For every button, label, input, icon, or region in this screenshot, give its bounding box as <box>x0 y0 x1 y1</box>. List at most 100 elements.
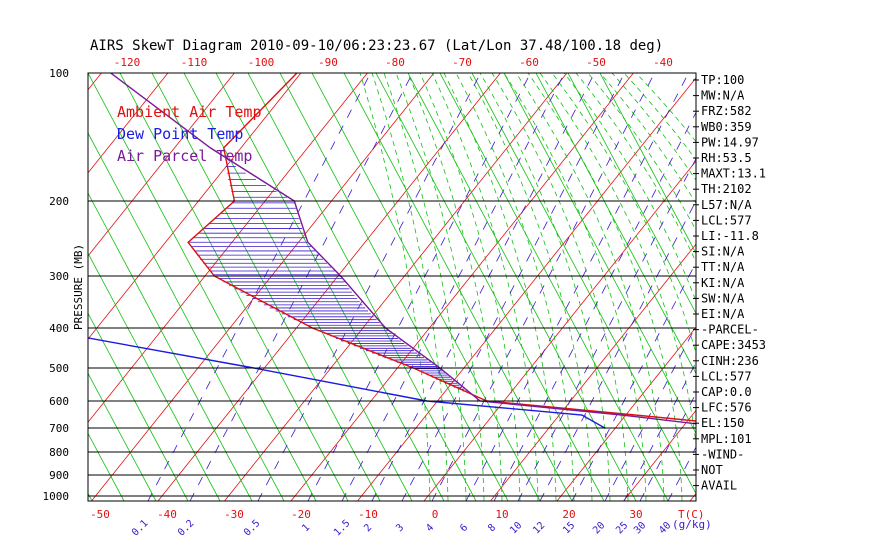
isotherm-line <box>91 73 435 501</box>
mixing-ratio-label: 0.1 <box>130 518 151 539</box>
moist-adiabat-line <box>467 73 593 501</box>
moist-adiabat-line <box>359 73 431 501</box>
index-label: L57:N/A <box>701 198 752 212</box>
isotherm-line <box>88 73 102 91</box>
index-label: TH:2102 <box>701 182 752 196</box>
mixing-ratio-label: 3 <box>394 522 406 534</box>
isotherm-line <box>224 73 568 501</box>
index-label: MW:N/A <box>701 89 745 103</box>
profile-curves <box>88 73 696 429</box>
mixing-ratio-line <box>539 200 696 501</box>
index-label: TP:100 <box>701 73 744 87</box>
mixing-ratio-label: 25 <box>614 520 630 536</box>
pressure-tick-label: 100 <box>49 67 69 80</box>
mixing-ratio-line <box>189 73 413 501</box>
mixing-ratio-label: 8 <box>486 522 498 534</box>
dry-adiabat-line <box>343 73 573 501</box>
moist-adiabat-line <box>503 73 647 501</box>
top-temp-tick-label: -90 <box>318 56 338 69</box>
ambient-temp-curve <box>187 73 696 422</box>
mixing-ratio-line <box>147 73 371 501</box>
mixing-ratio-label: 1.5 <box>332 518 353 539</box>
top-temp-tick-label: -110 <box>181 56 208 69</box>
legend-air-parcel-temp: Air Parcel Temp <box>117 147 252 165</box>
mixing-ratio-line <box>571 261 696 501</box>
bottom-temp-tick-label: -20 <box>291 508 311 521</box>
moist-adiabat-line <box>563 73 696 303</box>
dry-adiabat-line <box>88 73 317 501</box>
isotherm-line <box>0 73 35 501</box>
moist-adiabat-line <box>431 73 539 501</box>
mixing-ratio-label: 12 <box>531 520 547 536</box>
isotherm-line <box>88 73 302 340</box>
dry-adiabat-line <box>535 73 696 375</box>
dry-adiabat-line <box>0 13 28 501</box>
index-label: -WIND- <box>701 447 744 461</box>
isotherm-line <box>88 73 169 174</box>
top-temp-tick-label: -60 <box>519 56 539 69</box>
index-label: -PARCEL- <box>701 323 759 337</box>
mixing-ratio-label: 15 <box>561 520 577 536</box>
dry-adiabat-line <box>279 73 509 501</box>
mixing-ratio-line <box>623 361 696 501</box>
mixing-ratio-line <box>639 392 696 501</box>
index-label: LFC:576 <box>701 401 752 415</box>
moist-adiabat-line <box>635 73 696 143</box>
bottom-temp-tick-label: 10 <box>495 508 508 521</box>
bottom-temp-tick-label: -10 <box>358 508 378 521</box>
index-label: LI:-11.8 <box>701 229 759 243</box>
index-label: CAP:0.0 <box>701 385 752 399</box>
index-label: FRZ:582 <box>701 104 752 118</box>
bottom-temp-tick-label: -30 <box>224 508 244 521</box>
top-temp-tick-label: -40 <box>653 56 673 69</box>
moist-adiabat-line <box>395 73 485 501</box>
mixing-ratio-unit: (g/kg) <box>672 518 712 531</box>
moist-adiabat-line <box>539 73 696 449</box>
mixing-ratio-label: 10 <box>508 520 524 536</box>
pressure-tick-label: 600 <box>49 395 69 408</box>
mixing-ratio-label: 0.2 <box>176 518 197 539</box>
mixing-ratio-line <box>431 73 655 501</box>
dry-adiabat-line <box>407 73 637 501</box>
dry-adiabat-line <box>215 73 445 501</box>
index-label: PW:14.97 <box>701 135 759 149</box>
moist-adiabat-line <box>527 73 683 501</box>
index-label: RH:53.5 <box>701 151 752 165</box>
dry-adiabat-line <box>88 132 285 501</box>
index-label: EL:150 <box>701 416 744 430</box>
index-label: WB0:359 <box>701 120 752 134</box>
index-label: MAXT:13.1 <box>701 167 766 181</box>
moist-adiabat-line <box>575 73 696 264</box>
moist-adiabat-line <box>383 73 467 501</box>
moist-adiabat-line <box>371 73 449 501</box>
mixing-ratio-label: 1 <box>300 522 312 534</box>
dry-adiabat-line <box>151 73 381 501</box>
bottom-temp-tick-label: 30 <box>629 508 642 521</box>
index-label: AVAIL <box>701 479 737 493</box>
temp-unit-label: T(C) <box>678 508 705 521</box>
pressure-tick-label: 400 <box>49 322 69 335</box>
dry-adiabat-line <box>88 192 253 501</box>
index-label: LCL:577 <box>701 369 752 383</box>
pressure-lines <box>88 200 696 497</box>
index-label: SI:N/A <box>701 245 745 259</box>
top-temp-tick-label: -50 <box>586 56 606 69</box>
dry-adiabat-line <box>88 372 157 501</box>
bottom-temp-tick-label: -40 <box>157 508 177 521</box>
dry-adiabat-line <box>599 73 696 255</box>
mixing-ratio-line <box>257 73 481 501</box>
mixing-ratio-line <box>401 73 625 501</box>
isotherm-line <box>423 160 696 501</box>
dry-adiabat-line <box>119 73 349 501</box>
mixing-ratio-line <box>341 73 565 501</box>
dry-adiabat-line <box>183 73 413 501</box>
index-label: MPL:101 <box>701 432 752 446</box>
dry-adiabat-line <box>88 312 189 501</box>
moist-adiabat-line <box>443 73 557 501</box>
pressure-tick-label: 1000 <box>43 490 70 503</box>
top-temp-tick-label: -100 <box>248 56 275 69</box>
bottom-temp-tick-label: 0 <box>432 508 439 521</box>
cape-hatch <box>188 166 467 392</box>
